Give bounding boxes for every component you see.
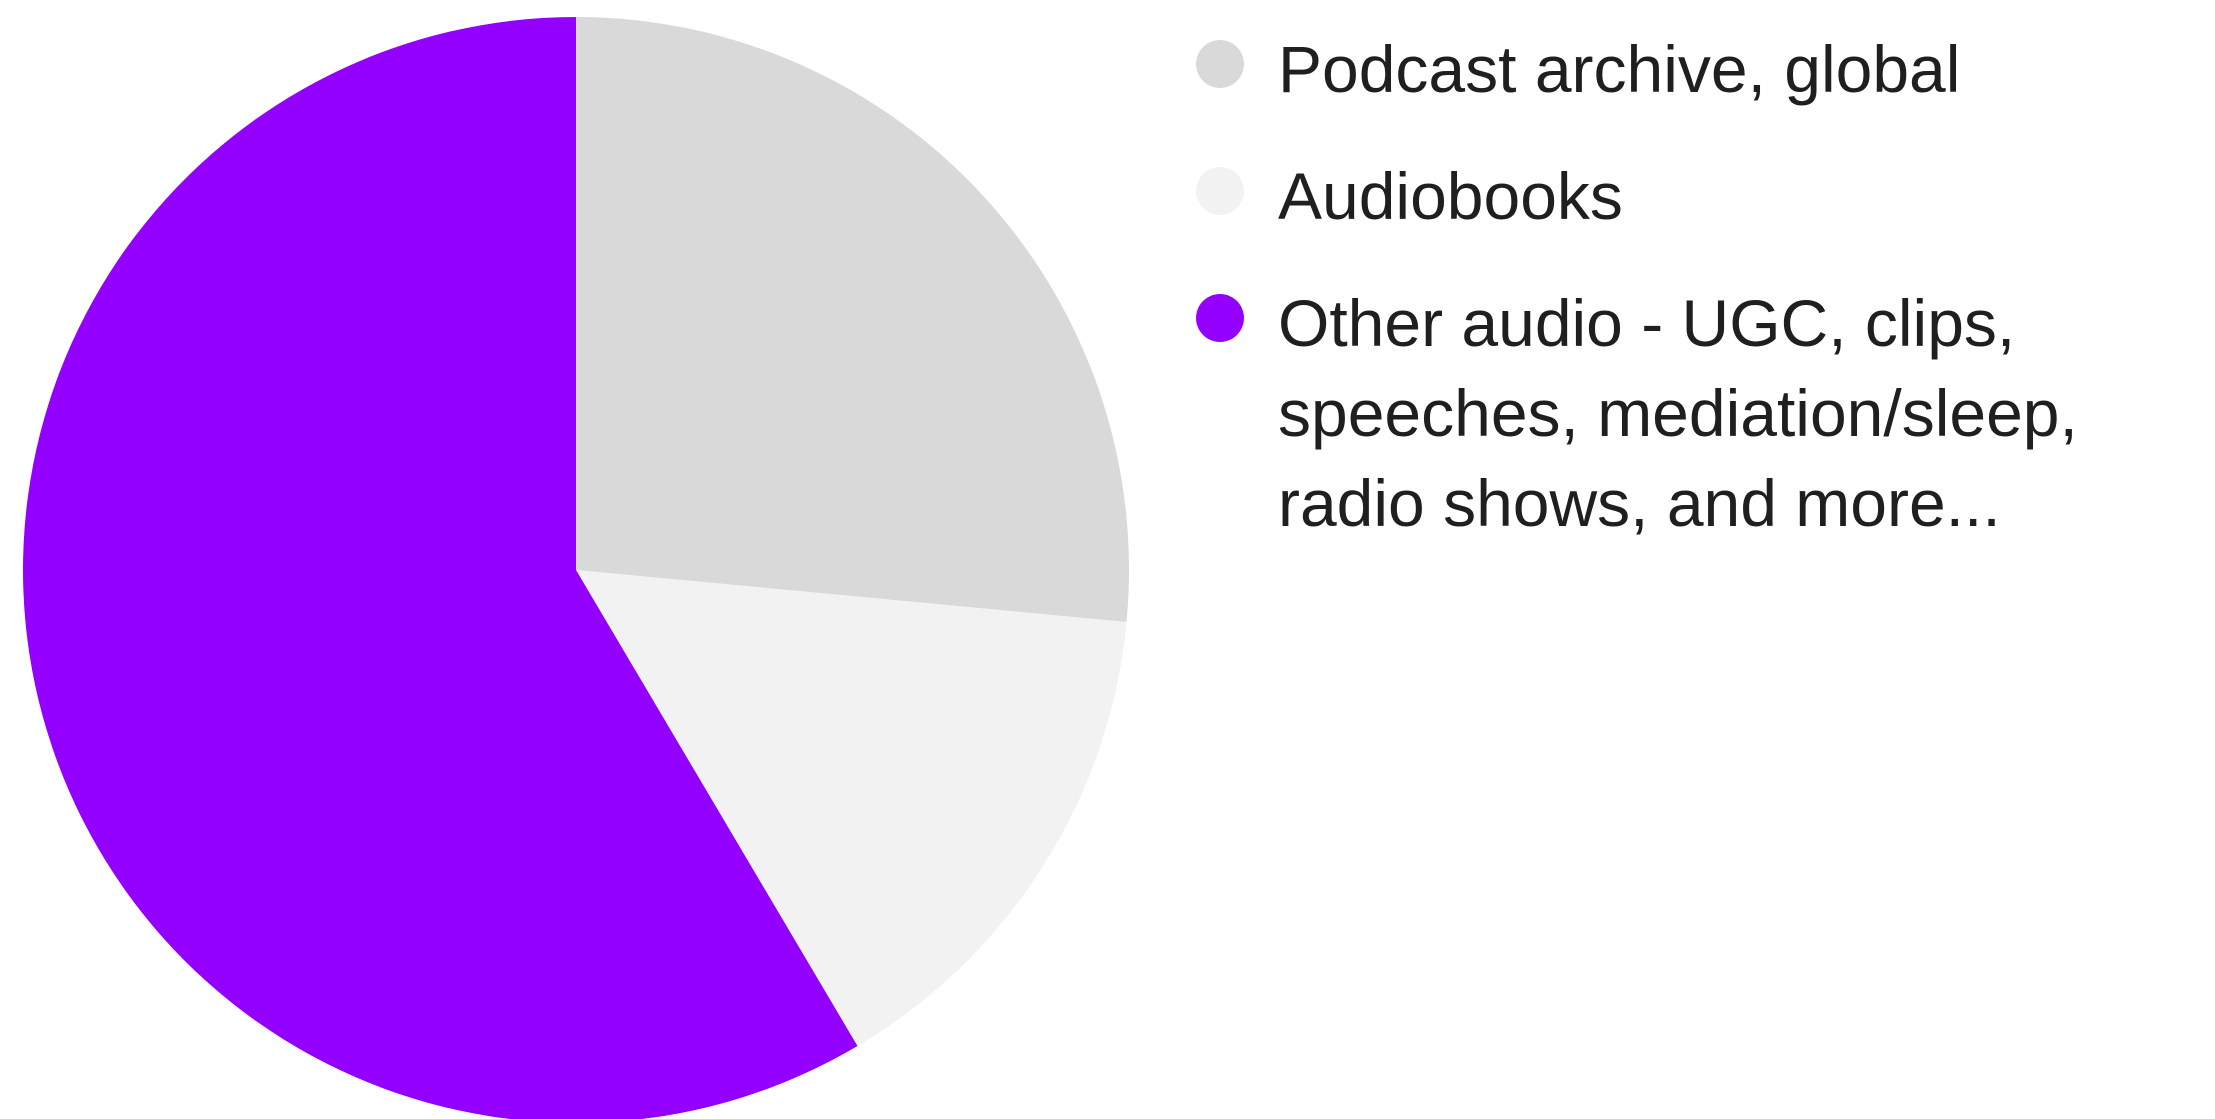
legend-item-other-audio: Other audio - UGC, clips, speeches, medi…: [1196, 278, 2206, 548]
pie-chart: [23, 17, 1129, 1119]
legend: Podcast archive, global Audiobooks Other…: [1196, 24, 2206, 585]
legend-item-podcast-archive: Podcast archive, global: [1196, 24, 2206, 114]
legend-swatch-audiobooks: [1196, 167, 1244, 215]
pie-slice-other-audio: [23, 17, 858, 1119]
pie-slice-podcast-archive: [576, 17, 1129, 623]
legend-swatch-podcast-archive: [1196, 40, 1244, 88]
legend-swatch-other-audio: [1196, 294, 1244, 342]
legend-label-podcast-archive: Podcast archive, global: [1278, 32, 1961, 106]
pie-slice-audiobooks: [576, 570, 1127, 1046]
legend-label-audiobooks: Audiobooks: [1278, 159, 1623, 233]
legend-item-audiobooks: Audiobooks: [1196, 151, 2206, 241]
legend-label-other-audio: Other audio - UGC, clips, speeches, medi…: [1278, 286, 2078, 540]
pie-slices: [23, 17, 1129, 1119]
